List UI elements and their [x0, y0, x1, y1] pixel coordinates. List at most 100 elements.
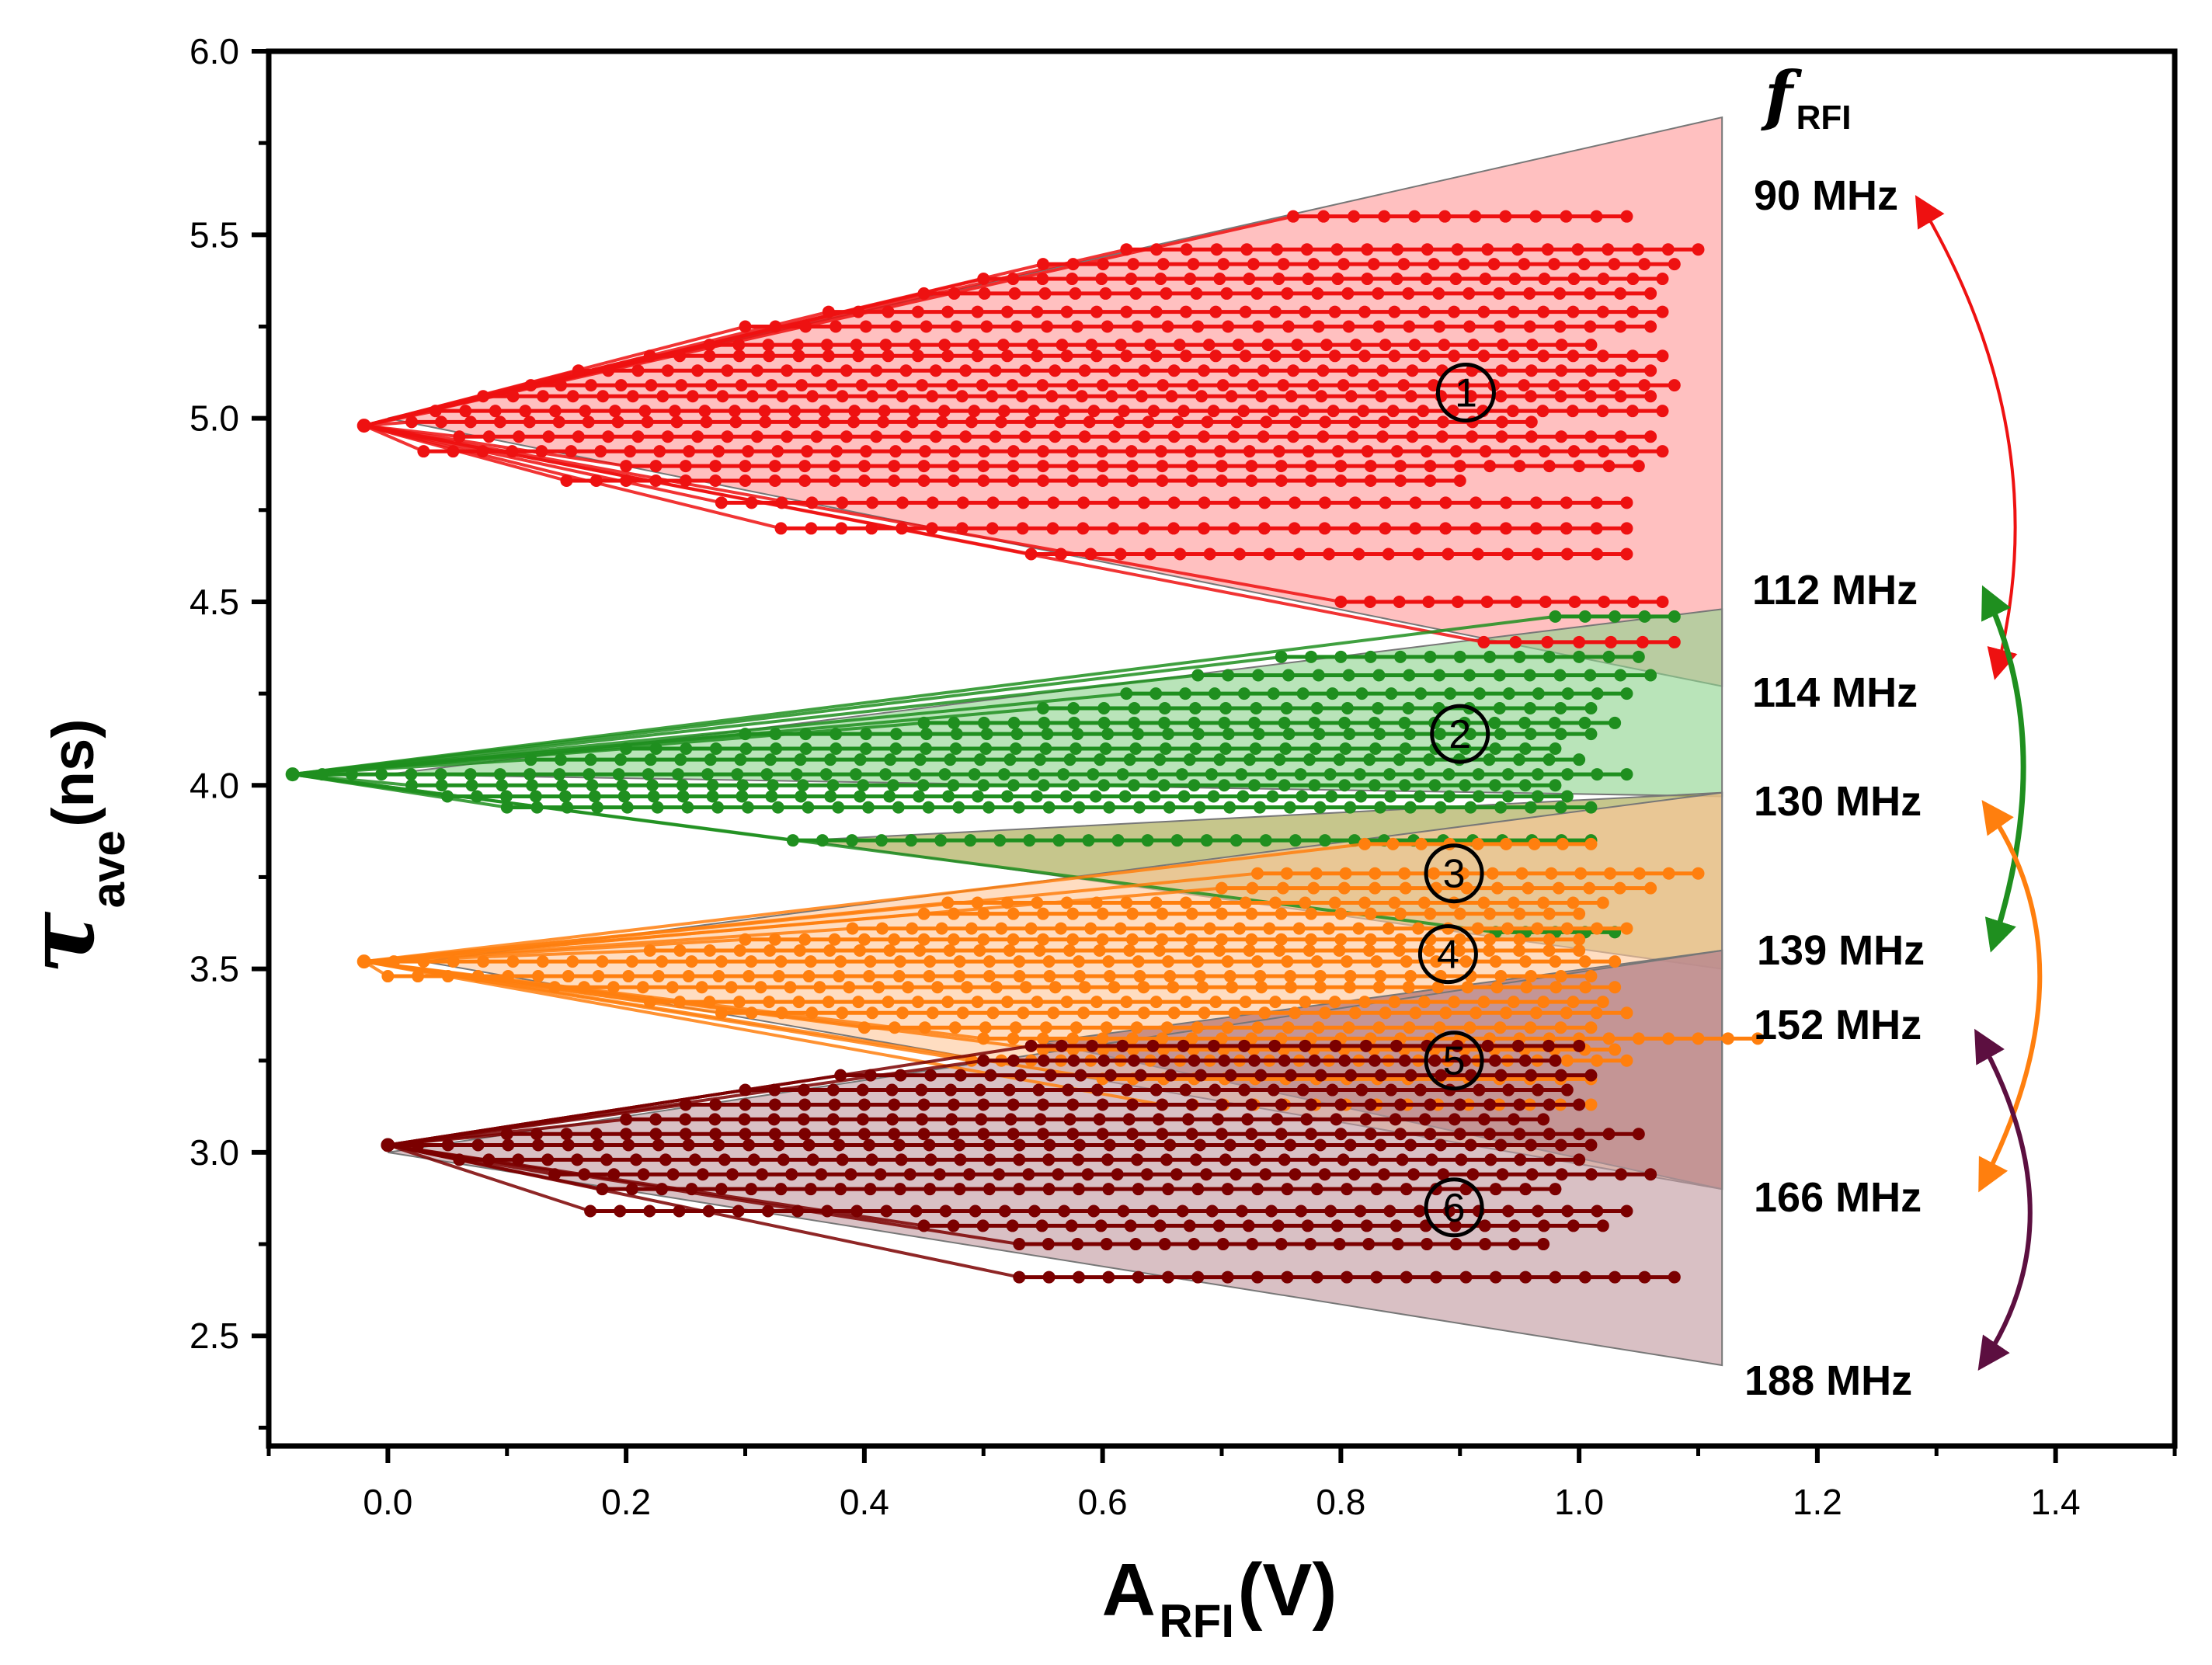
data-point — [1379, 339, 1392, 352]
data-point — [888, 474, 901, 487]
data-point — [1018, 430, 1031, 443]
data-point — [1157, 779, 1170, 792]
data-point — [1481, 243, 1494, 256]
data-point — [788, 415, 802, 429]
data-point — [1163, 801, 1176, 814]
data-point — [1542, 460, 1556, 473]
data-point — [1310, 1270, 1323, 1284]
data-point — [1266, 790, 1279, 803]
data-point — [768, 1098, 781, 1111]
data-point — [1275, 1098, 1288, 1111]
data-point — [1287, 364, 1300, 377]
data-point — [739, 742, 753, 755]
data-point — [649, 1113, 663, 1126]
data-point — [977, 1054, 990, 1067]
data-point — [1185, 474, 1198, 487]
data-point — [441, 790, 454, 803]
data-point — [741, 801, 754, 814]
series-darkred-fan-line — [387, 1143, 591, 1213]
data-point — [1235, 1204, 1248, 1218]
data-point — [1525, 339, 1539, 352]
data-point — [1455, 1153, 1468, 1166]
data-point — [1236, 790, 1250, 803]
data-point — [1096, 907, 1109, 920]
data-point — [596, 955, 609, 968]
data-point — [1435, 1069, 1448, 1082]
data-point — [736, 790, 749, 803]
data-point — [1167, 364, 1181, 377]
data-point — [917, 907, 930, 920]
data-point — [725, 1168, 739, 1181]
data-point — [909, 768, 922, 781]
x-tick-label: 0.8 — [1316, 1482, 1365, 1522]
data-point — [1566, 405, 1579, 418]
data-point — [1525, 364, 1538, 377]
data-point — [885, 1083, 899, 1097]
data-point — [1060, 349, 1073, 363]
data-point — [1386, 405, 1400, 418]
marker-circle — [1435, 363, 1496, 423]
data-point — [947, 779, 960, 792]
data-point — [1328, 305, 1341, 318]
data-point — [1285, 390, 1298, 403]
data-point — [1284, 970, 1297, 983]
data-point — [882, 305, 895, 318]
data-point — [1407, 1168, 1421, 1181]
data-point — [512, 1153, 525, 1166]
data-point — [1180, 243, 1193, 256]
data-point — [1553, 287, 1567, 300]
data-point — [826, 1083, 840, 1097]
data-point — [875, 922, 889, 935]
data-point — [1313, 981, 1327, 994]
data-point — [482, 430, 496, 443]
data-point — [1112, 415, 1125, 429]
data-point — [530, 801, 544, 814]
data-point — [923, 970, 936, 983]
data-point — [1209, 996, 1223, 1009]
data-point — [1337, 881, 1351, 895]
data-point — [775, 1006, 788, 1020]
series-green-fan-line — [292, 673, 1198, 777]
data-point — [532, 1138, 545, 1152]
data-point — [1414, 687, 1428, 700]
data-point — [1137, 496, 1150, 509]
data-point — [975, 1113, 988, 1126]
data-point — [1620, 210, 1633, 223]
data-point — [1096, 1098, 1109, 1111]
data-point — [1609, 981, 1622, 994]
data-point — [496, 779, 509, 792]
data-point — [1049, 364, 1062, 377]
data-point — [704, 753, 717, 766]
data-point — [1156, 1128, 1169, 1141]
data-point — [742, 445, 755, 458]
data-point — [1567, 996, 1580, 1009]
data-point — [1123, 753, 1136, 766]
data-point — [1549, 1270, 1562, 1284]
data-point — [1398, 779, 1411, 792]
data-point — [1202, 339, 1216, 352]
data-point — [1036, 1098, 1049, 1111]
data-point — [1289, 1006, 1302, 1020]
data-point — [1354, 1204, 1367, 1218]
data-point — [884, 753, 897, 766]
data-point — [1188, 1238, 1201, 1251]
data-point — [1130, 1021, 1143, 1034]
data-point — [1028, 405, 1041, 418]
data-point — [1452, 944, 1466, 957]
data-point — [1398, 1054, 1411, 1067]
data-point — [1561, 687, 1574, 700]
data-point — [760, 768, 774, 781]
data-point — [1529, 496, 1542, 509]
data-point — [889, 445, 903, 458]
data-point — [1574, 867, 1588, 880]
data-point — [1560, 210, 1573, 223]
data-point — [571, 1153, 584, 1166]
data-point — [526, 779, 539, 792]
data-point — [1417, 349, 1431, 363]
data-point — [909, 339, 922, 352]
data-point — [1573, 753, 1586, 766]
data-point — [1275, 1238, 1288, 1251]
data-point — [1191, 1270, 1205, 1284]
data-point — [1376, 364, 1389, 377]
data-point — [1442, 768, 1456, 781]
